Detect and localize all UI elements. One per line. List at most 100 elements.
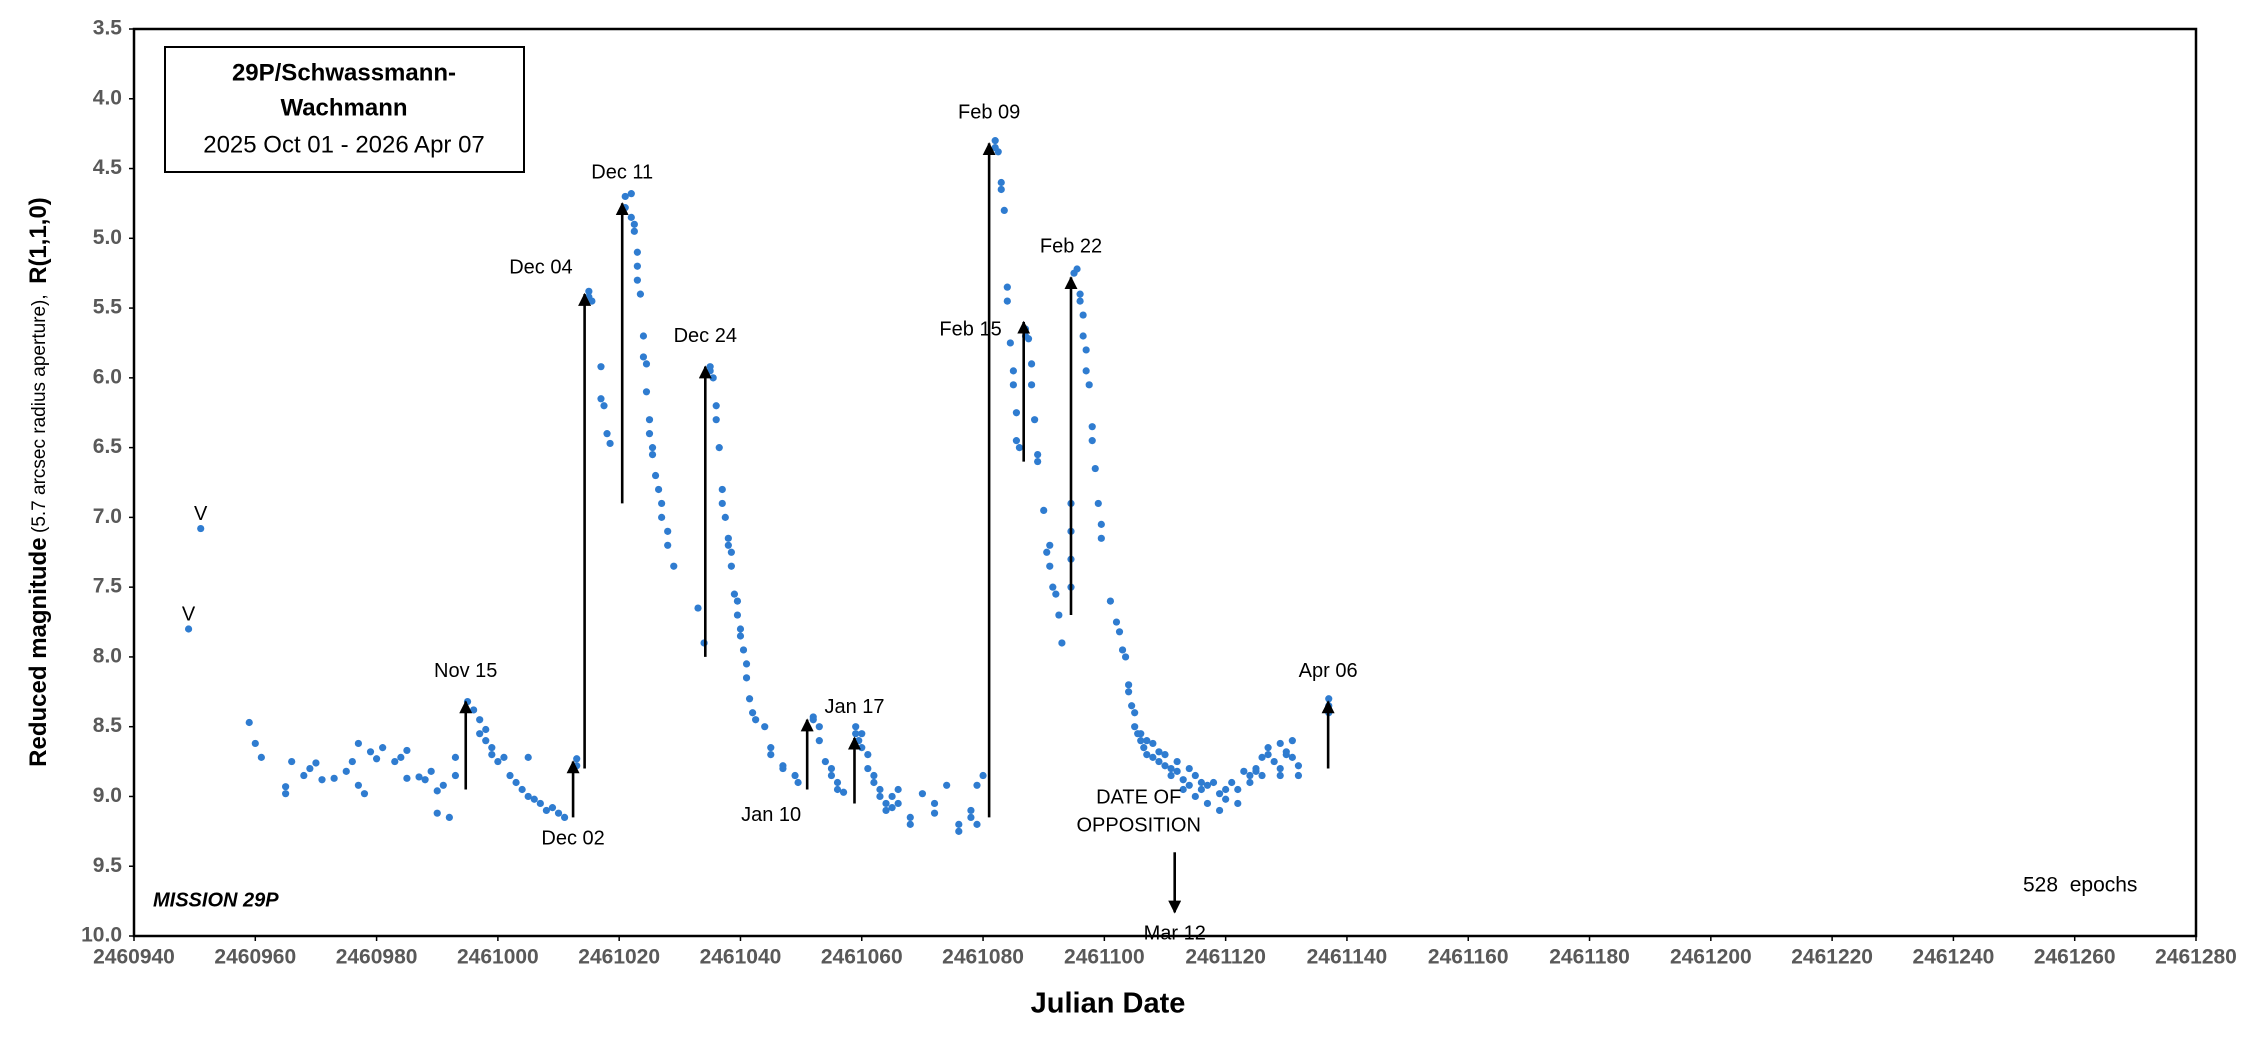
- title-box: [164, 46, 525, 173]
- data-point: [445, 813, 453, 821]
- data-point: [1282, 748, 1290, 756]
- data-point: [858, 744, 866, 752]
- data-point: [1031, 416, 1039, 424]
- data-point: [366, 748, 375, 756]
- x-tick-label: 2461020: [578, 946, 660, 969]
- data-point: [855, 737, 863, 745]
- data-point: [1173, 757, 1181, 766]
- data-point: [184, 625, 193, 633]
- y-tick-label: 6.5: [93, 435, 123, 458]
- data-point: [597, 395, 605, 403]
- data-point: [739, 646, 748, 654]
- data-point: [630, 220, 638, 228]
- point-label: V: [182, 603, 196, 625]
- y-tick-label: 8.0: [93, 644, 122, 667]
- data-point: [712, 416, 720, 424]
- data-point: [1270, 757, 1278, 766]
- data-point: [470, 706, 478, 714]
- x-tick-label: 2461140: [1307, 946, 1388, 969]
- data-point: [630, 227, 638, 235]
- data-point: [658, 499, 666, 508]
- data-point: [664, 541, 672, 549]
- data-point: [1294, 762, 1303, 770]
- data-point: [1234, 799, 1242, 808]
- data-point: [852, 723, 860, 731]
- data-point: [973, 781, 981, 789]
- data-point: [633, 276, 641, 284]
- data-point: [633, 262, 641, 270]
- data-point: [1155, 757, 1163, 766]
- data-point: [967, 806, 975, 815]
- x-tick-label: 2461160: [1428, 946, 1509, 969]
- data-point: [1276, 739, 1284, 748]
- data-point: [1015, 444, 1024, 452]
- y-tick-label: 8.5: [93, 714, 123, 737]
- x-tick-label: 2461180: [1549, 946, 1630, 969]
- data-point: [882, 806, 890, 815]
- arrow-label: Apr 06: [1299, 660, 1358, 682]
- data-point: [642, 388, 651, 396]
- data-point: [827, 764, 836, 773]
- data-point: [1209, 778, 1218, 787]
- data-point: [403, 746, 411, 755]
- data-point: [645, 430, 654, 438]
- data-point: [1006, 339, 1014, 347]
- data-point: [1246, 771, 1254, 780]
- data-point: [427, 767, 435, 775]
- data-point: [648, 450, 657, 459]
- data-point: [779, 764, 787, 773]
- data-point: [833, 785, 842, 794]
- data-point: [733, 597, 742, 605]
- data-point: [1191, 792, 1199, 801]
- data-point: [733, 611, 742, 619]
- data-point: [530, 795, 538, 803]
- y-tick-label: 4.5: [93, 156, 123, 179]
- y-tick-label: 6.0: [93, 365, 122, 388]
- x-tick-label: 2460940: [93, 946, 175, 969]
- data-point: [1137, 730, 1145, 738]
- data-point: [1173, 767, 1181, 775]
- y-tick-label: 5.0: [93, 226, 122, 249]
- data-point: [1128, 702, 1136, 710]
- data-point: [1000, 206, 1008, 214]
- data-point: [573, 755, 581, 763]
- data-point: [1252, 764, 1260, 773]
- data-point: [1222, 795, 1230, 803]
- data-point: [639, 353, 648, 361]
- data-point: [1258, 771, 1266, 780]
- data-point: [1097, 520, 1105, 528]
- data-point: [1112, 618, 1121, 626]
- data-point: [512, 778, 520, 787]
- data-point: [997, 185, 1005, 194]
- data-point: [1125, 681, 1133, 689]
- data-point: [1040, 506, 1048, 515]
- arrow-label: Feb 09: [958, 102, 1020, 124]
- data-point: [1003, 297, 1011, 305]
- data-point: [451, 753, 460, 761]
- data-point: [930, 799, 939, 808]
- data-point: [633, 248, 641, 256]
- data-point: [1185, 764, 1193, 773]
- data-point: [888, 792, 896, 801]
- data-point: [548, 804, 557, 812]
- data-point: [930, 809, 939, 817]
- data-point: [288, 757, 296, 766]
- data-point: [360, 790, 369, 798]
- data-point: [1012, 437, 1021, 445]
- data-point: [433, 809, 441, 817]
- data-point: [1024, 335, 1033, 343]
- data-point: [1131, 723, 1139, 731]
- data-point: [1131, 709, 1139, 717]
- data-point: [542, 806, 551, 815]
- data-point: [979, 771, 987, 780]
- arrow-label: Dec 11: [591, 162, 653, 184]
- x-axis-label: Julian Date: [1031, 988, 1186, 1020]
- data-point: [1009, 381, 1017, 389]
- data-point: [476, 716, 484, 724]
- data-point: [1240, 767, 1248, 775]
- data-point: [1049, 583, 1057, 591]
- data-point: [821, 757, 829, 766]
- data-point: [894, 785, 902, 794]
- y-label-part: Reduced magnitude: [25, 537, 52, 766]
- data-point: [994, 148, 1002, 156]
